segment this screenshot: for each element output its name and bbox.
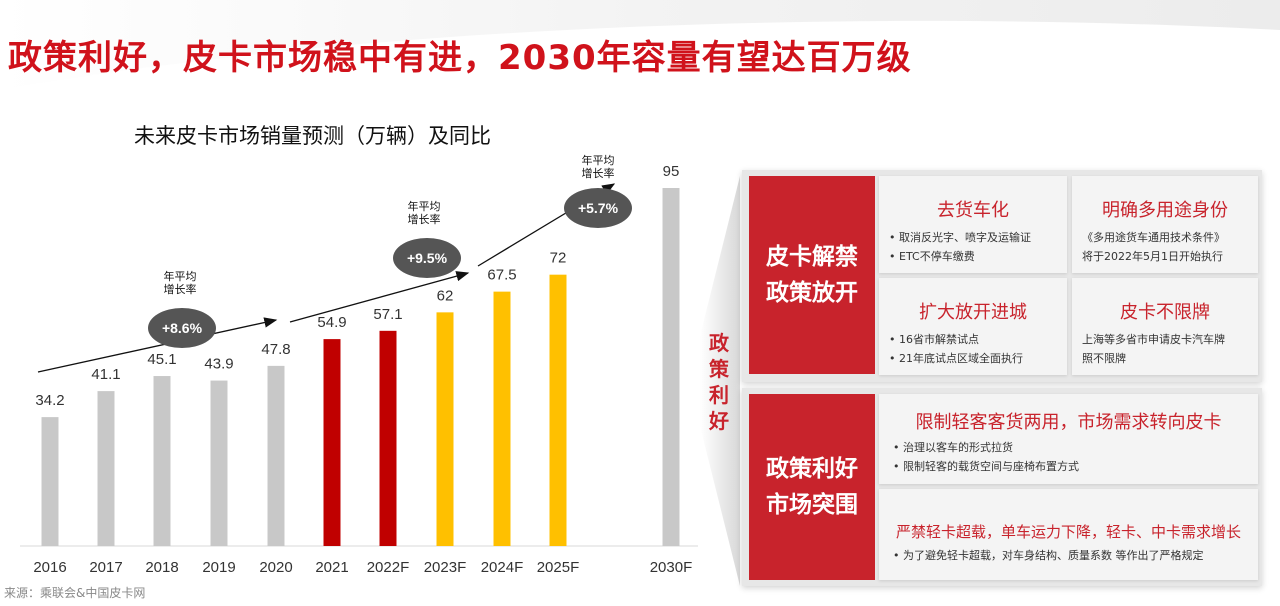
tick-label: 2021 (315, 559, 348, 576)
tick-label: 2017 (89, 559, 122, 576)
card-title: 限制轻客客货两用，市场需求转向皮卡 (915, 412, 1222, 433)
bar-2017 (97, 391, 115, 546)
tick-label: 2024F (481, 559, 524, 576)
card-title: 明确多用途身份 (1102, 200, 1228, 221)
chart-title: 未来皮卡市场销量预测（万辆）及同比 (134, 124, 491, 148)
growth-badge (148, 308, 216, 348)
card-title: 皮卡不限牌 (1120, 302, 1210, 323)
bar-2018 (153, 376, 171, 546)
card-light-bus-limit: 限制轻客客货两用，市场需求转向皮卡 治理以客车的形式拉货 限制轻客的载货空间与座… (879, 394, 1258, 484)
data-label: 43.9 (204, 356, 233, 373)
data-label: 72 (550, 250, 567, 267)
bar-2020 (267, 365, 285, 546)
source-note: 来源：乘联会&中国皮卡网 (4, 586, 146, 600)
data-label: 95 (663, 163, 680, 180)
trend-arrow (289, 271, 470, 323)
card-title: 扩大放开进城 (919, 302, 1027, 323)
tick-label: 2016 (33, 559, 66, 576)
growth-label: 增长率 (408, 212, 441, 226)
policy-vertical-label: 政策利好 (709, 331, 729, 433)
bar-2019 (210, 380, 228, 546)
data-label: 47.8 (261, 341, 290, 358)
card-item: 21年底试点区域全面执行 (889, 349, 1057, 368)
bar-2023F (436, 312, 454, 546)
card-item: 16省市解禁试点 (889, 330, 1057, 349)
panel-2-heading: 政策利好市场突围 (749, 394, 875, 580)
growth-value: +9.5% (407, 250, 448, 266)
bar-2021 (323, 339, 341, 546)
card-item: 为了避免轻卡超载，对车身结构、质量系数 等作出了严格规定 (893, 546, 1244, 565)
growth-value: +8.6% (162, 320, 203, 336)
growth-label: 年平均 (164, 269, 197, 283)
data-label: 67.5 (487, 267, 516, 284)
trend-arrow (37, 317, 278, 373)
data-label: 34.2 (35, 392, 64, 409)
panel-1-heading: 皮卡解禁政策放开 (749, 176, 875, 374)
growth-badge (564, 188, 632, 228)
bar-2025F (549, 274, 567, 546)
bar-2024F (493, 291, 511, 546)
card-item: 限制轻客的载货空间与座椅布置方式 (893, 457, 1244, 476)
bar-2030F (662, 188, 680, 546)
card-city-access: 扩大放开进城 16省市解禁试点 21年底试点区域全面执行 (879, 278, 1067, 375)
data-label: 41.1 (91, 366, 120, 383)
card-title: 去货车化 (937, 200, 1009, 221)
tick-label: 2022F (367, 559, 410, 576)
card-multipurpose-identity: 明确多用途身份 《多用途货车通用技术条件》 将于2022年5月1日开始执行 (1072, 176, 1258, 273)
card-item: 上海等多省市申请皮卡汽车牌 (1082, 333, 1225, 346)
card-item: 将于2022年5月1日开始执行 (1082, 250, 1223, 263)
card-item: 《多用途货车通用技术条件》 (1082, 231, 1225, 244)
divider-band (700, 176, 740, 586)
data-label: 45.1 (147, 351, 176, 368)
tick-label: 2023F (424, 559, 467, 576)
bar-2016 (41, 417, 59, 546)
card-no-plate-limit: 皮卡不限牌 上海等多省市申请皮卡汽车牌 照不限牌 (1072, 278, 1258, 375)
tick-label: 2025F (537, 559, 580, 576)
card-title: 严禁轻卡超载，单车运力下降，轻卡、中卡需求增长 (895, 523, 1241, 541)
card-de-truck: 去货车化 取消反光字、喷字及运输证 ETC不停车缴费 (879, 176, 1067, 273)
card-item: 取消反光字、喷字及运输证 (889, 228, 1057, 247)
data-label: 62 (437, 287, 454, 304)
bar-2022F (379, 330, 397, 546)
card-item: ETC不停车缴费 (889, 247, 1057, 266)
card-item: 照不限牌 (1082, 352, 1126, 365)
growth-label: 增长率 (582, 166, 615, 180)
tick-label: 2020 (259, 559, 292, 576)
growth-label: 年平均 (582, 153, 615, 167)
growth-label: 年平均 (408, 199, 441, 213)
growth-value: +5.7% (578, 200, 619, 216)
tick-label: 2019 (202, 559, 235, 576)
tick-label: 2030F (650, 559, 693, 576)
page-title: 政策利好，皮卡市场稳中有进，2030年容量有望达百万级 (8, 38, 912, 78)
data-label: 57.1 (373, 306, 402, 323)
tick-label: 2018 (145, 559, 178, 576)
card-overload-ban: 严禁轻卡超载，单车运力下降，轻卡、中卡需求增长 为了避免轻卡超载，对车身结构、质… (879, 489, 1258, 580)
card-item: 治理以客车的形式拉货 (893, 438, 1244, 457)
growth-label: 增长率 (164, 282, 197, 296)
bar-chart: 34.2 2016 41.1 2017 45.1 2018 43.9 2019 47.8 2020… (20, 153, 698, 576)
growth-badge (393, 238, 461, 278)
data-label: 54.9 (317, 314, 346, 331)
